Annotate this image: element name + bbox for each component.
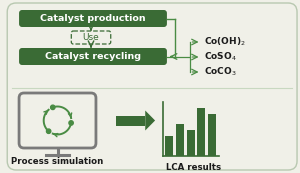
Bar: [165, 136, 173, 156]
Circle shape: [51, 105, 55, 110]
Bar: [116, 116, 145, 125]
Polygon shape: [145, 111, 155, 130]
Bar: [208, 114, 216, 156]
Text: Catalyst production: Catalyst production: [40, 14, 146, 23]
Text: Co(OH)$_2$: Co(OH)$_2$: [204, 36, 246, 48]
Text: CoCO$_3$: CoCO$_3$: [204, 66, 237, 78]
Bar: [176, 124, 184, 156]
FancyBboxPatch shape: [7, 3, 297, 170]
Text: Process simulation: Process simulation: [11, 157, 104, 166]
Bar: [187, 130, 194, 156]
FancyBboxPatch shape: [71, 31, 111, 44]
Circle shape: [69, 121, 73, 125]
Text: CoSO$_4$: CoSO$_4$: [204, 51, 237, 63]
Text: LCA results: LCA results: [167, 162, 222, 171]
FancyBboxPatch shape: [19, 93, 96, 148]
Text: Use: Use: [82, 33, 99, 42]
FancyBboxPatch shape: [19, 48, 167, 65]
Bar: [197, 108, 206, 156]
Circle shape: [46, 129, 51, 133]
Text: Catalyst recycling: Catalyst recycling: [45, 52, 141, 61]
FancyBboxPatch shape: [19, 10, 167, 27]
